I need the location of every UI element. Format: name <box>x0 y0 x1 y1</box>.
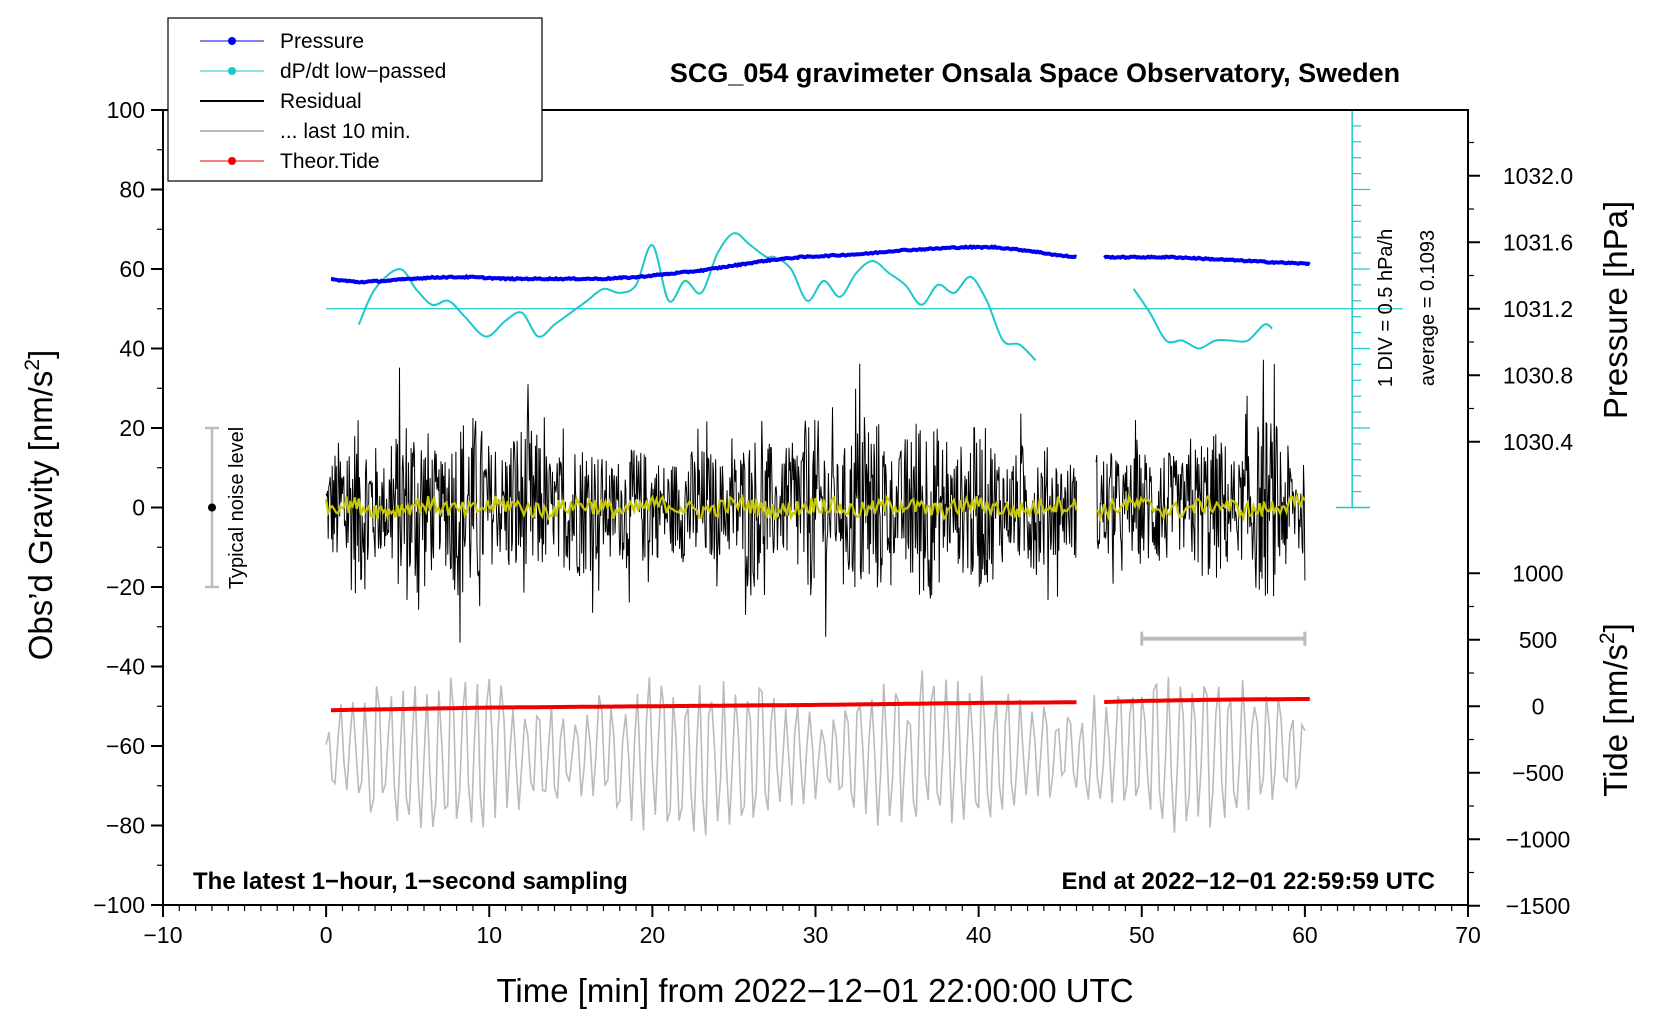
x-tick-label: 40 <box>966 922 992 948</box>
average-label: average = 0.1093 <box>1417 230 1439 386</box>
tide-tick-label: 500 <box>1519 627 1557 653</box>
x-tick-label: 50 <box>1129 922 1155 948</box>
sampling-note: The latest 1−hour, 1−second sampling <box>193 868 628 895</box>
y-tick-label: −20 <box>106 574 145 600</box>
residual-smooth-line-2 <box>1095 492 1306 523</box>
y-axis-title-pressure: Pressure [hPa] <box>1597 201 1634 419</box>
legend-item-dpdt: dP/dt low−passed <box>200 60 446 83</box>
last10-line <box>325 670 1306 836</box>
legend-item-last10: ... last 10 min. <box>200 120 411 143</box>
residual-smooth-line-1 <box>325 494 1078 522</box>
legend-label-pressure: Pressure <box>280 30 364 53</box>
y-tick-label: −60 <box>106 733 145 759</box>
pressure-tick-label: 1030.4 <box>1503 429 1574 455</box>
noise-level-dot <box>208 503 216 512</box>
y-tick-label: 40 <box>119 336 145 362</box>
y-axis-title-left: Obs’d Gravity [nm/s2] <box>21 350 59 661</box>
tide-tick-label: 1000 <box>1512 560 1563 586</box>
legend-label-last10: ... last 10 min. <box>280 120 411 143</box>
y-axis-title-tide: Tide [nm/s2] <box>1596 623 1634 797</box>
y-axis-title-tide-main: Tide [nm/s <box>1597 644 1634 797</box>
residual-line-segment-1 <box>325 363 1077 643</box>
tide-tick-label: 0 <box>1532 693 1545 719</box>
tide-tick-label: −500 <box>1512 760 1564 786</box>
noise-level-indicator: Typical noise level <box>205 426 248 589</box>
series-layer <box>325 109 1403 836</box>
x-tick-label: 20 <box>640 922 666 948</box>
chart-title: SCG_054 gravimeter Onsala Space Observat… <box>670 58 1400 88</box>
y-tick-label: −40 <box>106 654 145 680</box>
y-tick-label: 60 <box>119 256 145 282</box>
tide-tick-label: −1000 <box>1506 826 1571 852</box>
pressure-line-segment-1 <box>331 244 1077 285</box>
legend-label-dpdt: dP/dt low−passed <box>280 60 446 83</box>
tide-line-segment-1 <box>330 700 1077 713</box>
pressure-tick-label: 1030.8 <box>1503 362 1573 388</box>
x-tick-label: 10 <box>476 922 502 948</box>
axes-layer: −10 0 10 20 30 40 50 60 70−100−80−60−40−20020406… <box>93 97 1573 948</box>
y-tick-label: −100 <box>93 892 145 918</box>
tide-tick-label: −1500 <box>1506 893 1571 919</box>
legend-label-residual: Residual <box>280 90 362 113</box>
y-axis-title-tide-sup: 2 <box>1596 632 1619 644</box>
legend-marker-dpdt <box>228 67 236 75</box>
legend-item-residual: Residual <box>200 90 362 113</box>
pressure-tick-label: 1032.0 <box>1503 163 1573 189</box>
x-tick-label: 70 <box>1455 922 1481 948</box>
y-axis-title-left-main: Obs’d Gravity [nm/s <box>22 371 59 661</box>
residual-line-segment-2 <box>1095 359 1306 597</box>
legend-marker-pressure <box>228 37 236 45</box>
legend-item-pressure: Pressure <box>200 30 364 53</box>
y-tick-label: 100 <box>107 97 145 123</box>
y-axis-title-left-end: ] <box>22 350 59 359</box>
x-tick-label: 30 <box>803 922 829 948</box>
legend-item-tide: Theor.Tide <box>200 150 380 173</box>
x-tick-label: −10 <box>143 922 182 948</box>
y-axis-title-left-sup: 2 <box>21 359 44 371</box>
tide-line-segment-2 <box>1104 696 1310 704</box>
noise-level-label: Typical noise level <box>226 427 248 589</box>
dpdt-line-segment-2 <box>1132 288 1273 350</box>
y-tick-label: −80 <box>106 813 145 839</box>
dpdt-line-segment-1 <box>357 232 1037 362</box>
div-scale-label: 1 DIV = 0.5 hPa/h <box>1375 229 1397 387</box>
x-tick-label: 60 <box>1292 922 1318 948</box>
y-tick-label: 0 <box>132 495 145 521</box>
end-time-note: End at 2022−12−01 22:59:59 UTC <box>1061 868 1435 895</box>
y-axis-title-tide-end: ] <box>1597 623 1634 632</box>
pressure-tick-label: 1031.6 <box>1503 229 1573 255</box>
legend-marker-tide <box>228 157 236 165</box>
pressure-line-segment-2 <box>1103 254 1311 267</box>
legend-box <box>167 17 543 182</box>
pressure-tick-label: 1031.2 <box>1503 296 1573 322</box>
legend: Pressure dP/dt low−passed Residual ... l… <box>167 17 543 182</box>
x-axis-title: Time [min] from 2022−12−01 22:00:00 UTC <box>496 972 1133 1009</box>
legend-label-tide: Theor.Tide <box>280 150 380 173</box>
x-tick-label: 0 <box>320 922 333 948</box>
y-tick-label: 80 <box>119 177 145 203</box>
y-tick-label: 20 <box>119 415 145 441</box>
